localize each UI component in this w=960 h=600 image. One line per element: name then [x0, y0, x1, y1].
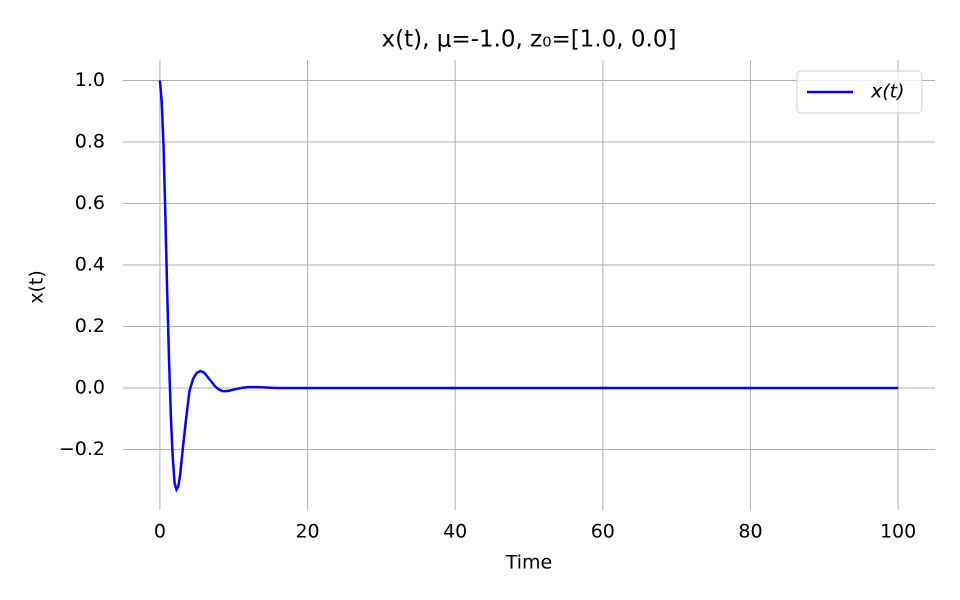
y-tick-label: 0.8 — [75, 130, 105, 152]
data-line — [158, 80, 899, 493]
legend-label: x(t) — [870, 81, 905, 103]
y-axis-label: x(t) — [26, 270, 48, 304]
x-tick-label: 20 — [295, 521, 319, 543]
x-tick-label: 80 — [738, 521, 762, 543]
x-tick-label: 0 — [154, 521, 166, 543]
y-tick-label: 0.4 — [75, 254, 105, 276]
x-axis-label: Time — [505, 552, 553, 574]
y-tick-label: −0.2 — [59, 438, 105, 460]
y-tick-label: 0.6 — [75, 192, 105, 214]
chart-title: x(t), μ=-1.0, z₀=[1.0, 0.0] — [382, 27, 677, 53]
y-tick-label: 0.2 — [75, 315, 105, 337]
y-tick-label: 0.0 — [75, 377, 105, 399]
y-tick-label: 1.0 — [75, 69, 105, 91]
legend-box — [796, 70, 923, 114]
x-tick-label: 40 — [443, 521, 467, 543]
x-tick-label: 60 — [591, 521, 615, 543]
x-tick-label: 100 — [880, 521, 916, 543]
